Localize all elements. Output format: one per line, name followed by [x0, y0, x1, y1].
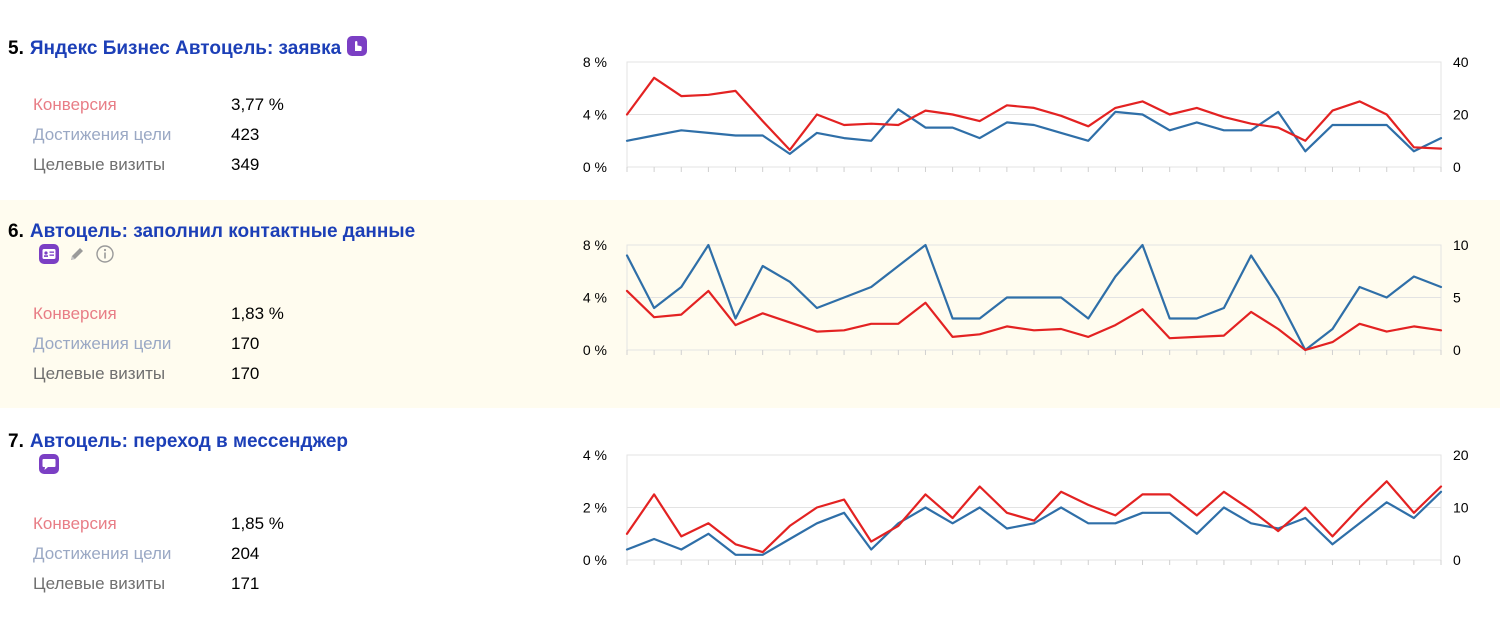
visits-series-line	[625, 108, 1443, 156]
info-icon[interactable]	[95, 244, 115, 269]
goal-chart: 8 % 10 4 % 5 0 % 0	[583, 237, 1469, 358]
y-left-tick-label: 4 %	[583, 447, 607, 463]
conversion-series-line	[625, 289, 1443, 352]
y-right-tick-label: 20	[1453, 107, 1469, 123]
y-left-tick-label: 8 %	[583, 54, 607, 70]
conversion-value: 3,77 %	[231, 95, 284, 114]
y-right-tick-label: 0	[1453, 552, 1461, 568]
pointer-hand-icon	[347, 36, 368, 63]
y-left-tick-label: 4 %	[583, 290, 607, 306]
y-left-tick-label: 8 %	[583, 237, 607, 253]
y-left-tick-label: 4 %	[583, 107, 607, 123]
goal-number: 6.	[8, 221, 24, 242]
goal-icons	[39, 453, 59, 479]
y-left-tick-label: 0 %	[583, 342, 607, 358]
y-right-tick-label: 10	[1453, 500, 1469, 516]
y-right-tick-label: 20	[1453, 447, 1469, 463]
y-right-tick-label: 0	[1453, 342, 1461, 358]
conversion-series-line	[625, 480, 1443, 554]
visits-label: Целевые визиты	[33, 364, 166, 383]
conversion-value: 1,83 %	[231, 304, 284, 323]
visits-value: 349	[231, 155, 260, 174]
visits-value: 170	[231, 364, 260, 383]
reaches-value: 423	[231, 125, 260, 144]
goal-icons	[39, 243, 115, 269]
visits-label: Целевые визиты	[33, 155, 166, 174]
goal-title-row: 6. Автоцель: заполнил контактные данные	[8, 220, 415, 244]
y-left-tick-label: 0 %	[583, 159, 607, 175]
conversion-value: 1,85 %	[231, 514, 284, 533]
goal-title-row: 7. Автоцель: переход в мессенджер	[8, 430, 348, 454]
goal-block-6: 6. Автоцель: заполнил контактные данные	[0, 200, 1500, 408]
contact-form-icon	[39, 243, 59, 269]
y-right-tick-label: 0	[1453, 159, 1461, 175]
reaches-value: 170	[231, 334, 260, 353]
conversion-label: Конверсия	[33, 304, 117, 323]
reaches-label: Достижения цели	[33, 544, 172, 563]
goal-chart: 8 % 40 4 % 20 0 % 0	[583, 54, 1469, 175]
visits-series-line	[625, 490, 1443, 556]
conversion-label: Конверсия	[33, 514, 117, 533]
conversion-series-line	[625, 76, 1443, 152]
reaches-label: Достижения цели	[33, 125, 172, 144]
goal-title-row: 5. Яндекс Бизнес Автоцель: заявка	[8, 36, 368, 63]
y-right-tick-label: 10	[1453, 237, 1469, 253]
y-left-tick-label: 2 %	[583, 500, 607, 516]
goal-number: 7.	[8, 431, 24, 452]
goal-chart: 4 % 20 2 % 10 0 % 0	[583, 447, 1469, 568]
goal-block-7: 7. Автоцель: переход в мессенджер Конверс…	[0, 408, 1500, 622]
visits-label: Целевые визиты	[33, 574, 166, 593]
conversion-label: Конверсия	[33, 95, 117, 114]
reaches-value: 204	[231, 544, 260, 563]
goal-number: 5.	[8, 38, 24, 59]
visits-value: 171	[231, 574, 260, 593]
goal-title-link[interactable]: Яндекс Бизнес Автоцель: заявка	[29, 38, 342, 59]
reaches-label: Достижения цели	[33, 334, 172, 353]
goal-title-link[interactable]: Автоцель: переход в мессенджер	[29, 431, 348, 452]
message-bubble-icon	[39, 453, 59, 479]
pencil-icon[interactable]	[67, 244, 87, 269]
y-right-tick-label: 40	[1453, 54, 1469, 70]
goal-block-5: 5. Яндекс Бизнес Автоцель: заявка Конверс…	[0, 0, 1500, 200]
goal-title-link[interactable]: Автоцель: заполнил контактные данные	[29, 221, 416, 242]
y-left-tick-label: 0 %	[583, 552, 607, 568]
y-right-tick-label: 5	[1453, 290, 1461, 306]
